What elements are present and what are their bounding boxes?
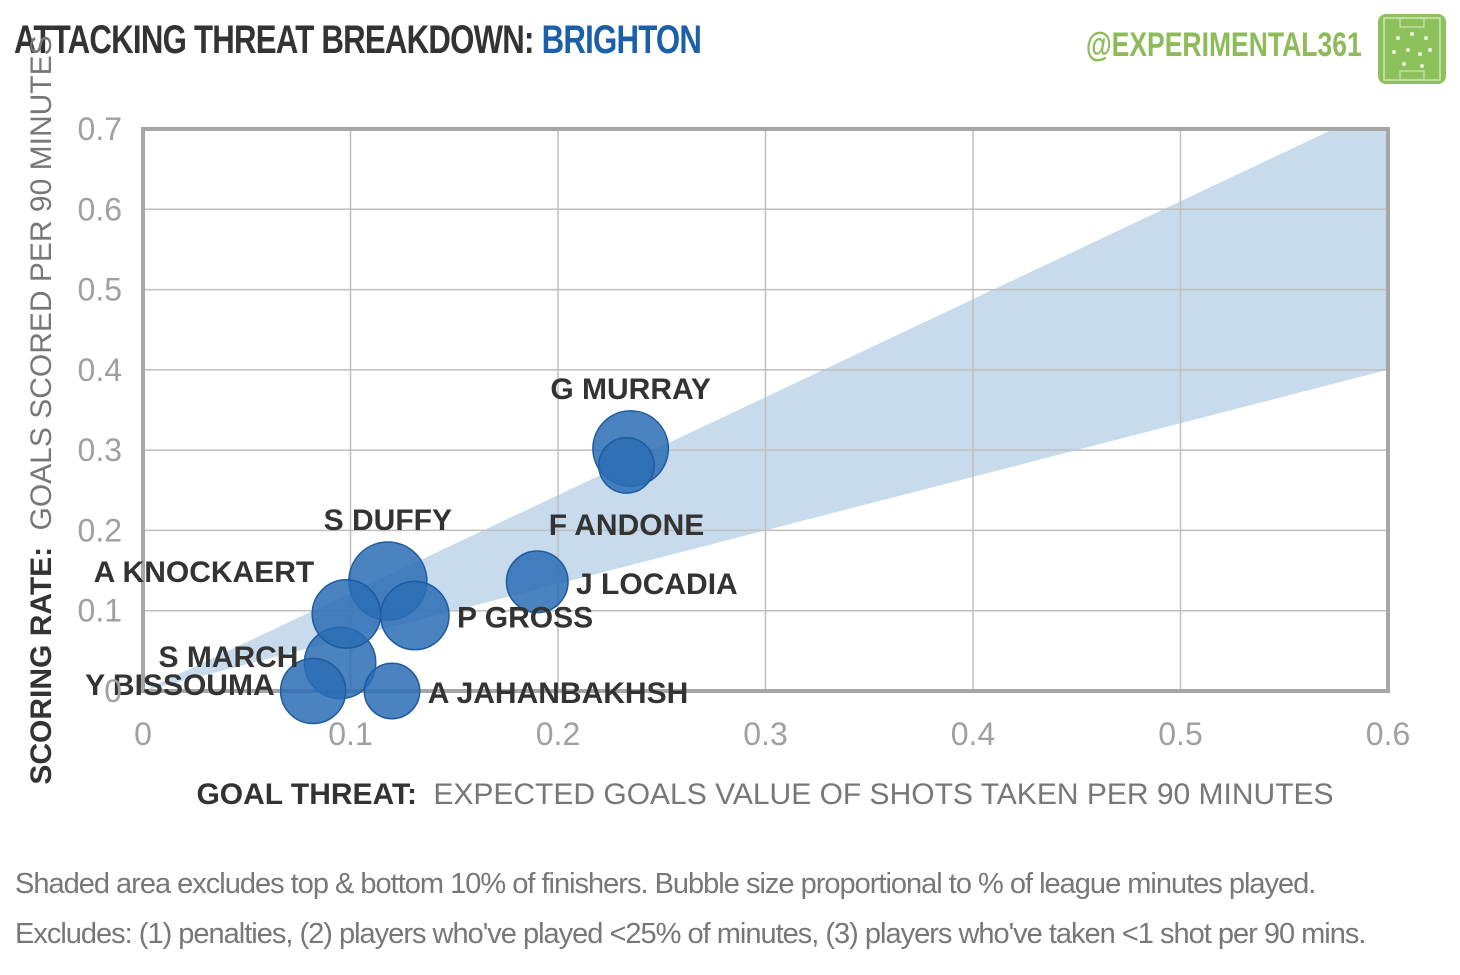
- bubble-a-jahanbakhsh: [363, 662, 421, 720]
- title-team: BRIGHTON: [541, 18, 702, 62]
- y-tick-label: 0.1: [78, 593, 122, 629]
- y-axis-label-bold: SCORING RATE:: [25, 547, 58, 785]
- point-label: G MURRAY: [550, 373, 711, 406]
- point-label: Y BISSOUMA: [85, 669, 274, 702]
- x-axis-label-rest: EXPECTED GOALS VALUE OF SHOTS TAKEN PER …: [433, 778, 1333, 811]
- x-tick-label: 0.3: [743, 716, 787, 752]
- pitch-icon: [1378, 14, 1446, 84]
- y-tick-label: 0.6: [78, 191, 122, 227]
- point-label: A KNOCKAERT: [94, 556, 315, 589]
- twitter-handle: @EXPERIMENTAL361: [1086, 26, 1362, 64]
- y-tick-label: 0.5: [78, 272, 122, 308]
- bubble-p-gross: [379, 580, 450, 651]
- bubble-y-bissouma: [279, 657, 347, 725]
- y-tick-label: 0: [104, 673, 122, 709]
- chart-title: ATTACKING THREAT BREAKDOWN: BRIGHTON: [14, 18, 702, 63]
- x-axis-label-bold: GOAL THREAT:: [196, 778, 417, 811]
- point-label: S DUFFY: [324, 504, 452, 537]
- x-tick-label: 0.1: [328, 716, 372, 752]
- title-prefix: ATTACKING THREAT BREAKDOWN:: [14, 18, 534, 62]
- footnote-shading: Shaded area excludes top & bottom 10% of…: [15, 868, 1316, 900]
- x-axis-label: GOAL THREAT: EXPECTED GOALS VALUE OF SHO…: [196, 778, 1333, 811]
- x-tick-label: 0: [134, 716, 152, 752]
- point-label: J LOCADIA: [576, 568, 738, 601]
- point-label: A JAHANBAKHSH: [428, 677, 689, 710]
- y-tick-label: 0.2: [78, 512, 122, 548]
- point-label: S MARCH: [158, 641, 298, 674]
- bubble-a-knockaert: [311, 579, 382, 649]
- y-axis-label: SCORING RATE: GOALS SCORED PER 90 MINUTE…: [25, 35, 58, 784]
- point-label: F ANDONE: [549, 509, 705, 542]
- y-axis-label-rest: GOALS SCORED PER 90 MINUTES: [25, 35, 58, 530]
- footnote-exclusions: Excludes: (1) penalties, (2) players who…: [15, 918, 1366, 950]
- y-tick-label: 0.7: [78, 111, 122, 147]
- bubble-f-andone: [598, 436, 655, 494]
- x-tick-label: 0.6: [1366, 716, 1410, 752]
- y-tick-label: 0.4: [78, 352, 122, 388]
- x-tick-label: 0.4: [951, 716, 995, 752]
- plot-border: [141, 127, 1390, 693]
- x-tick-label: 0.5: [1158, 716, 1202, 752]
- x-tick-label: 0.2: [536, 716, 580, 752]
- y-tick-label: 0.3: [78, 432, 122, 468]
- point-label: P GROSS: [457, 602, 593, 635]
- bubble-j-locadia: [505, 550, 569, 614]
